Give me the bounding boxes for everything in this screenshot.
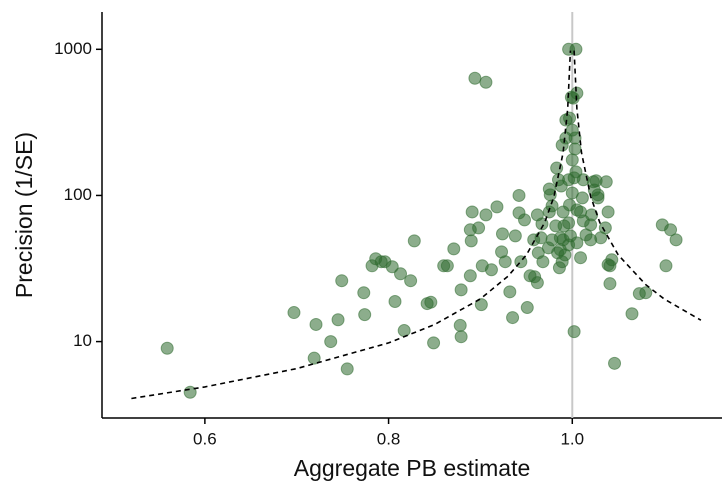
- point: [562, 216, 576, 230]
- point: [472, 221, 486, 235]
- point: [565, 123, 579, 137]
- point: [484, 263, 498, 277]
- point: [479, 208, 493, 222]
- y-tick-label: 1000: [54, 39, 92, 58]
- point: [479, 75, 493, 89]
- point: [385, 260, 399, 274]
- point: [358, 308, 372, 322]
- point: [424, 295, 438, 309]
- y-tick-label: 100: [64, 185, 92, 204]
- point: [468, 71, 482, 85]
- point: [574, 251, 588, 265]
- point: [324, 335, 338, 349]
- point: [603, 277, 617, 291]
- point: [307, 351, 321, 365]
- point: [309, 317, 323, 331]
- point: [453, 318, 467, 332]
- point: [490, 200, 504, 214]
- point: [669, 233, 683, 247]
- point: [659, 259, 673, 273]
- point: [454, 283, 468, 297]
- point: [427, 336, 441, 350]
- point: [447, 242, 461, 256]
- point: [520, 301, 534, 315]
- y-tick-label: 10: [73, 331, 92, 350]
- point: [598, 221, 612, 235]
- point: [550, 161, 564, 175]
- point: [335, 274, 349, 288]
- point: [357, 286, 371, 300]
- point: [543, 188, 557, 202]
- point: [464, 234, 478, 248]
- point: [591, 191, 605, 205]
- x-tick-label: 0.6: [193, 429, 217, 448]
- point: [534, 231, 548, 245]
- point: [160, 341, 174, 355]
- point: [625, 307, 639, 321]
- point: [599, 175, 613, 189]
- y-axis-label: Precision (1/SE): [11, 132, 37, 298]
- point: [340, 362, 354, 376]
- point: [563, 111, 577, 125]
- point: [601, 205, 615, 219]
- point: [465, 205, 479, 219]
- point: [608, 356, 622, 370]
- point: [440, 259, 454, 273]
- point: [463, 269, 477, 283]
- point: [474, 298, 488, 312]
- x-tick-label: 1.0: [560, 429, 584, 448]
- point: [528, 270, 542, 284]
- point: [565, 153, 579, 167]
- point: [567, 171, 581, 185]
- point: [568, 142, 582, 156]
- funnel-line: [131, 50, 702, 400]
- point: [575, 191, 589, 205]
- point: [551, 246, 565, 260]
- point: [287, 306, 301, 320]
- point: [639, 286, 653, 300]
- point: [536, 255, 550, 269]
- point: [512, 188, 526, 202]
- point: [495, 227, 509, 241]
- point: [603, 259, 617, 273]
- point: [388, 295, 402, 309]
- point: [570, 236, 584, 250]
- point: [569, 42, 583, 56]
- point: [508, 229, 522, 243]
- point: [404, 274, 418, 288]
- point: [584, 218, 598, 232]
- point: [503, 285, 517, 299]
- point: [664, 223, 678, 237]
- x-axis-label: Aggregate PB estimate: [294, 455, 531, 481]
- point: [498, 255, 512, 269]
- point: [454, 330, 468, 344]
- point: [394, 267, 408, 281]
- point: [397, 324, 411, 338]
- point: [407, 234, 421, 248]
- point: [331, 313, 345, 327]
- x-tick-label: 0.8: [377, 429, 401, 448]
- point: [506, 311, 520, 325]
- point: [518, 213, 532, 227]
- point: [567, 325, 581, 339]
